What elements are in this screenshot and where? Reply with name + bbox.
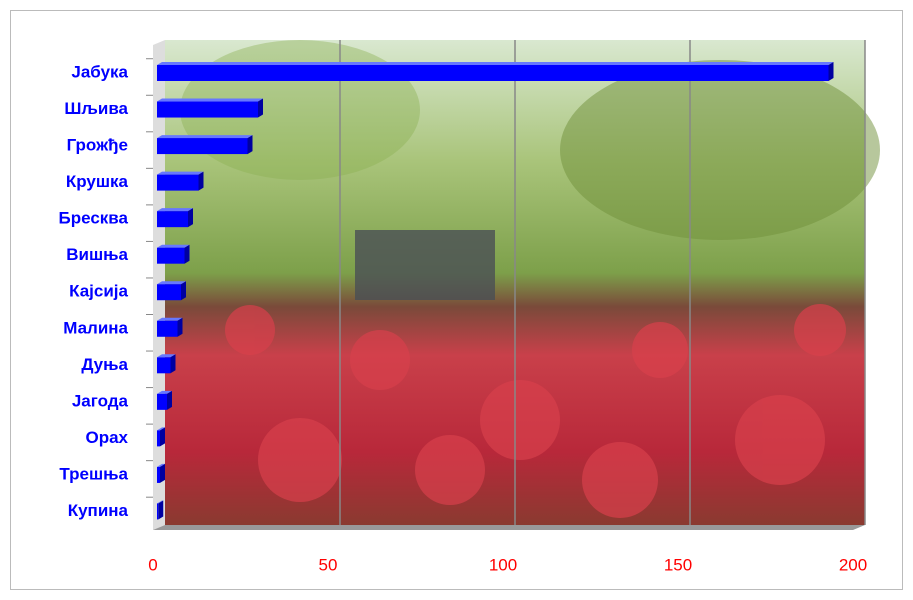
- bar: [157, 284, 181, 301]
- plot-background: [165, 40, 880, 525]
- bar-top: [157, 98, 263, 102]
- bar: [157, 174, 199, 191]
- bar-end: [184, 244, 190, 264]
- y-tick-label: Грожђе: [67, 136, 128, 155]
- x-tick-label: 100: [489, 555, 517, 574]
- bar: [157, 357, 171, 374]
- y-tick-label: Јагода: [72, 391, 129, 410]
- x-tick-label: 150: [664, 555, 692, 574]
- bar-top: [157, 244, 190, 248]
- bar-end: [247, 135, 253, 155]
- bar-end: [188, 208, 193, 228]
- y-tick-label: Бресква: [59, 209, 129, 228]
- bar-top: [157, 427, 165, 431]
- bar: [157, 138, 248, 155]
- bar-top: [157, 317, 183, 321]
- y-tick-label: Дуња: [81, 355, 128, 374]
- floor: [153, 525, 865, 530]
- x-tick-label: 0: [148, 555, 157, 574]
- bar-top: [157, 208, 193, 212]
- bar: [157, 430, 160, 447]
- bar-top: [157, 281, 186, 285]
- bar: [157, 320, 178, 337]
- y-tick-label: Крушка: [66, 172, 129, 191]
- bar-end: [167, 390, 172, 410]
- y-tick-label: Купина: [68, 501, 129, 520]
- bar-top: [157, 463, 165, 467]
- bar-end: [160, 463, 165, 483]
- x-tick-label: 200: [839, 555, 867, 574]
- bar-end: [160, 427, 165, 447]
- bar-top: [157, 500, 164, 504]
- y-tick-label: Орах: [85, 428, 128, 447]
- y-tick-label: Трешња: [59, 464, 128, 483]
- bar-end: [828, 62, 834, 81]
- bar-top: [157, 171, 204, 175]
- bar-top: [157, 62, 834, 65]
- bar-top: [157, 354, 176, 358]
- y-tick-label: Јабука: [71, 62, 128, 81]
- bar: [157, 211, 188, 228]
- bar-end: [158, 500, 164, 520]
- bar-top: [157, 135, 253, 139]
- y-tick-label: Малина: [63, 318, 128, 337]
- y-tick-label: Вишња: [66, 245, 128, 264]
- bar: [157, 65, 829, 81]
- bar-end: [177, 317, 183, 337]
- bar-end: [198, 171, 204, 191]
- bar-end: [258, 98, 263, 118]
- y-tick-label: Кајсија: [69, 282, 128, 301]
- bar-end: [170, 354, 176, 374]
- bar: [157, 247, 185, 264]
- y-tick-label: Шљива: [64, 99, 128, 118]
- bar: [157, 393, 167, 410]
- bar: [157, 101, 258, 118]
- x-tick-label: 50: [319, 555, 338, 574]
- bar-end: [181, 281, 186, 301]
- bar: [157, 466, 160, 483]
- bar: [157, 503, 159, 520]
